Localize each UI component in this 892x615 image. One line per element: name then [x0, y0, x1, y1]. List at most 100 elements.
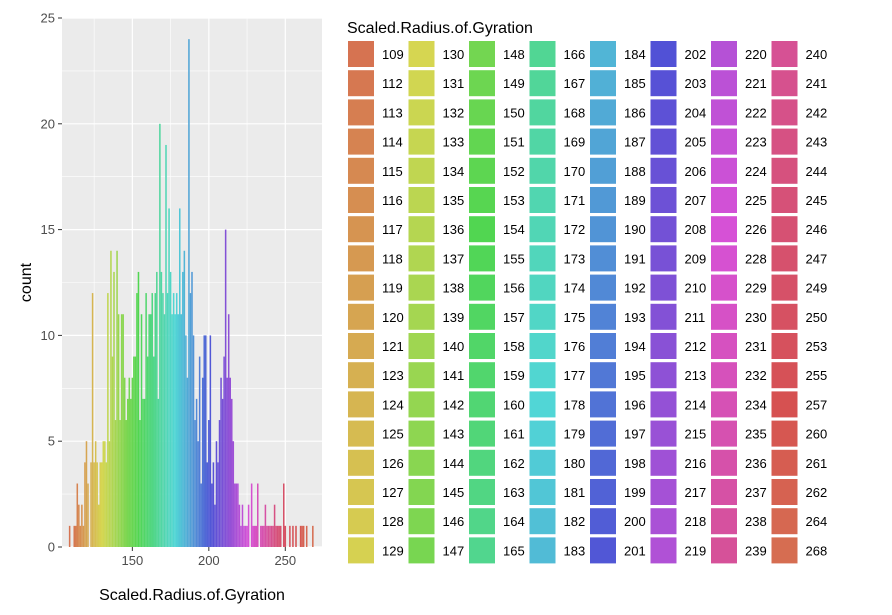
legend-label-240: 240 — [806, 47, 828, 62]
bar-231 — [255, 525, 257, 547]
bar-142 — [119, 420, 121, 547]
legend-key-200 — [590, 508, 616, 535]
legend-key-262 — [771, 479, 798, 505]
legend-key-250 — [771, 303, 798, 330]
bar-148 — [128, 377, 131, 547]
bar-238 — [266, 525, 268, 547]
bar-135 — [108, 441, 111, 547]
bar-240 — [269, 525, 271, 547]
bar-159 — [145, 293, 147, 547]
bar-116 — [79, 525, 82, 547]
legend-label-264: 264 — [806, 514, 828, 529]
legend-key-177 — [529, 362, 556, 389]
legend-label-253: 253 — [806, 339, 828, 354]
legend-key-242 — [771, 99, 798, 126]
legend-label-243: 243 — [806, 135, 828, 150]
legend-label-143: 143 — [443, 427, 465, 442]
legend-key-140 — [408, 333, 435, 359]
legend-key-209 — [650, 245, 677, 272]
legend-key-189 — [590, 187, 616, 213]
legend-label-147: 147 — [443, 543, 465, 558]
legend-label-128: 128 — [382, 514, 404, 529]
bar-161 — [148, 314, 150, 547]
bar-199 — [206, 462, 209, 547]
legend-key-161 — [469, 420, 495, 447]
legend-label-190: 190 — [624, 222, 646, 237]
bar-140 — [116, 250, 118, 547]
legend-label-192: 192 — [624, 281, 646, 296]
bar-174 — [168, 208, 170, 547]
legend-label-180: 180 — [564, 456, 586, 471]
legend-label-257: 257 — [806, 397, 828, 412]
legend-label-234: 234 — [745, 397, 767, 412]
legend-key-249 — [771, 274, 798, 301]
bar-197 — [203, 335, 205, 547]
bar-170 — [162, 293, 164, 547]
legend-key-168 — [529, 99, 556, 126]
legend-key-217 — [650, 479, 677, 505]
legend-key-212 — [650, 333, 677, 359]
legend-label-198: 198 — [624, 456, 646, 471]
bar-154 — [137, 271, 140, 547]
legend-key-148 — [469, 41, 495, 67]
bar-162 — [149, 314, 152, 547]
legend-label-217: 217 — [685, 485, 707, 500]
bar-250 — [284, 525, 287, 547]
legend-label-193: 193 — [624, 310, 646, 325]
bar-119 — [84, 462, 86, 547]
bar-113 — [75, 525, 77, 547]
legend-key-193 — [590, 303, 616, 330]
legend-key-179 — [529, 420, 556, 447]
legend-label-172: 172 — [564, 222, 586, 237]
bar-163 — [151, 293, 153, 547]
bar-182 — [180, 314, 183, 547]
legend-label-229: 229 — [745, 281, 767, 296]
legend-key-132 — [408, 99, 435, 126]
bar-241 — [270, 525, 273, 547]
legend-label-123: 123 — [382, 368, 404, 383]
legend-key-127 — [348, 479, 374, 505]
legend-key-166 — [529, 41, 556, 67]
bar-129 — [99, 462, 101, 547]
legend-key-134 — [408, 157, 435, 184]
legend-key-195 — [590, 362, 616, 389]
bar-131 — [102, 441, 105, 547]
bar-200 — [208, 420, 210, 547]
legend-label-241: 241 — [806, 76, 828, 91]
legend-key-146 — [408, 508, 435, 535]
bar-160 — [146, 356, 149, 547]
legend-key-231 — [711, 333, 737, 359]
legend-key-245 — [771, 187, 798, 213]
legend-title: Scaled.Radius.of.Gyration — [347, 20, 533, 37]
legend-label-214: 214 — [685, 397, 707, 412]
legend-key-118 — [348, 245, 374, 272]
legend-key-247 — [771, 245, 798, 272]
bar-213 — [227, 314, 230, 547]
bar-190 — [192, 335, 195, 547]
bar-204 — [214, 504, 216, 547]
legend-key-120 — [348, 303, 374, 330]
legend-key-109 — [348, 41, 374, 67]
bar-239 — [267, 525, 270, 547]
bar-264 — [305, 525, 308, 547]
legend-label-222: 222 — [745, 105, 767, 120]
bar-118 — [82, 525, 85, 547]
bar-114 — [76, 483, 79, 547]
legend-label-138: 138 — [443, 281, 465, 296]
legend-label-205: 205 — [685, 135, 707, 150]
legend-key-139 — [408, 303, 435, 330]
bar-222 — [241, 504, 244, 547]
bar-195 — [200, 483, 202, 547]
bar-165 — [154, 293, 157, 547]
bar-156 — [140, 314, 143, 547]
legend-label-237: 237 — [745, 485, 767, 500]
legend-key-237 — [711, 479, 737, 505]
legend-key-169 — [529, 128, 556, 155]
legend-label-244: 244 — [806, 164, 828, 179]
legend-label-168: 168 — [564, 105, 586, 120]
legend-label-126: 126 — [382, 456, 404, 471]
legend-label-247: 247 — [806, 251, 828, 266]
legend-key-145 — [408, 479, 435, 505]
bar-188 — [189, 293, 192, 547]
